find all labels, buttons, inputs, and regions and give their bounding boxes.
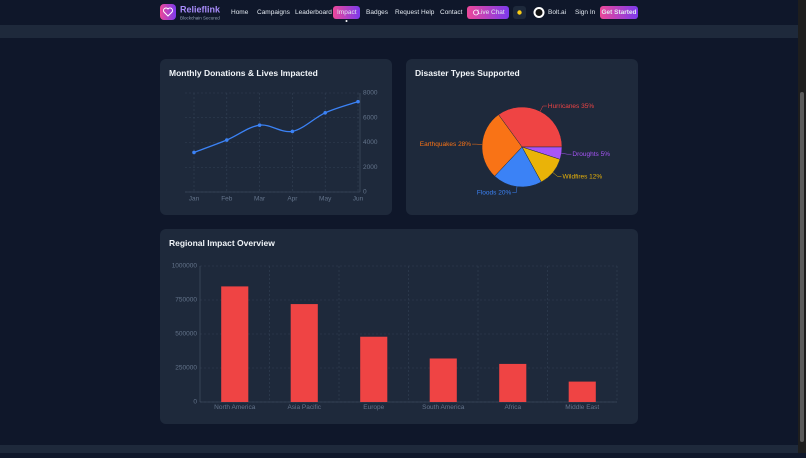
logo-icon[interactable]	[160, 4, 176, 20]
x-tick-label: Mar	[254, 196, 266, 203]
nav-link[interactable]: Leaderboard	[295, 9, 332, 16]
pie-label-name: Earthquakes	[420, 141, 457, 148]
nav-link[interactable]: Contact	[440, 9, 463, 16]
pie-label: Floods 20%	[477, 189, 512, 196]
x-tick-label: Africa	[504, 404, 521, 411]
bar	[569, 382, 596, 402]
scroll-thumb[interactable]	[800, 92, 804, 442]
get-started-label[interactable]: Get Started	[601, 9, 636, 16]
nav-link[interactable]: Impact	[337, 9, 357, 16]
point	[225, 138, 229, 142]
y-tick-label: 750000	[175, 297, 197, 304]
pie-label: Earthquakes 28%	[420, 141, 472, 148]
pie-label-name: Floods	[477, 189, 497, 196]
x-tick-label: Apr	[287, 196, 298, 203]
pie-label: Hurricanes 35%	[548, 103, 594, 110]
live-chat-label[interactable]: Live Chat	[477, 9, 505, 16]
chart-title: Disaster Types Supported	[415, 68, 520, 78]
nav-link[interactable]: Home	[231, 9, 249, 16]
nav-indicator	[346, 20, 348, 22]
x-tick-label: South America	[422, 404, 465, 411]
footer-strip	[0, 445, 798, 453]
y-tick-label: 500000	[175, 331, 197, 338]
point	[291, 130, 295, 134]
pie-label-value: 12%	[589, 173, 602, 180]
nav-link[interactable]: Badges	[366, 9, 389, 16]
sun-icon	[517, 10, 521, 14]
point	[258, 123, 262, 127]
bar	[221, 286, 248, 402]
pie-label-value: 35%	[581, 103, 594, 110]
chart-title: Regional Impact Overview	[169, 238, 275, 248]
y-tick-label: 1000000	[172, 263, 198, 270]
x-tick-label: Jan	[189, 196, 200, 203]
nav-link[interactable]: Request Help	[395, 9, 435, 16]
x-tick-label: North America	[214, 404, 256, 411]
y-tick-label: 0	[363, 189, 367, 196]
pie-label-value: 28%	[458, 141, 471, 148]
chart-title: Monthly Donations & Lives Impacted	[169, 68, 318, 78]
y-tick-label: 2000	[363, 164, 378, 171]
pie-label-name: Hurricanes	[548, 103, 580, 110]
x-tick-label: Jun	[353, 196, 364, 203]
bar	[360, 337, 387, 402]
nav-link[interactable]: Campaigns	[257, 9, 291, 16]
bolt-icon-inner	[536, 9, 543, 16]
brand[interactable]: Relieflink	[180, 4, 221, 14]
sign-in[interactable]: Sign In	[575, 9, 596, 16]
y-tick-label: 6000	[363, 114, 378, 121]
bolt-label[interactable]: Bolt.ai	[548, 9, 566, 16]
y-tick-label: 0	[193, 399, 197, 406]
x-tick-label: Europe	[363, 404, 384, 411]
pie-label-value: 5%	[601, 151, 611, 158]
x-tick-label: Middle East	[565, 404, 599, 411]
tagline: Blockchain Secured	[180, 16, 220, 21]
bar	[430, 358, 457, 402]
card	[160, 59, 392, 215]
y-tick-label: 4000	[363, 139, 378, 146]
x-tick-label: May	[319, 196, 332, 203]
pie-label-value: 20%	[498, 189, 511, 196]
point	[323, 111, 327, 115]
y-tick-label: 8000	[363, 90, 378, 97]
y-tick-label: 250000	[175, 365, 197, 372]
pie-label: Droughts 5%	[572, 151, 610, 158]
pie-label-name: Droughts	[572, 151, 599, 158]
bar	[291, 304, 318, 402]
x-tick-label: Asia Pacific	[287, 404, 321, 411]
point	[356, 100, 360, 104]
x-tick-label: Feb	[221, 196, 233, 203]
point	[192, 151, 196, 155]
pie-label-name: Wildfires	[562, 173, 588, 180]
subbar	[0, 25, 798, 38]
bar	[499, 364, 526, 402]
pie-label: Wildfires 12%	[562, 173, 602, 180]
